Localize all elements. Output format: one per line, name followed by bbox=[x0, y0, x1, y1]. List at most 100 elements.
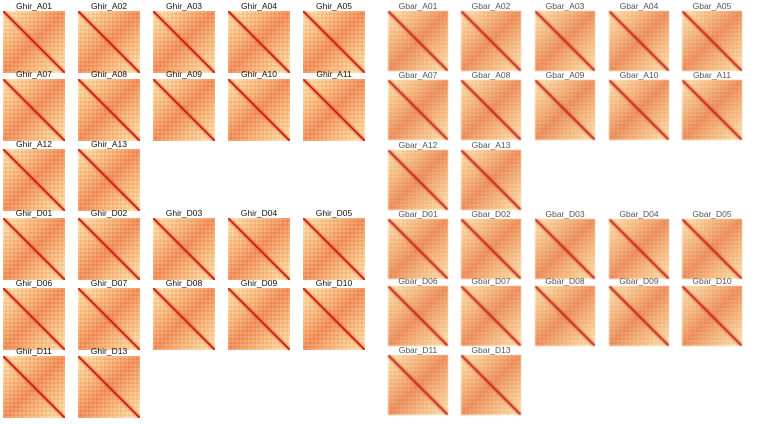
panel-label: Ghir_A10 bbox=[241, 69, 277, 79]
heatmap-panel: Ghir_A12 bbox=[3, 139, 65, 211]
panel-label: Ghir_A08 bbox=[91, 69, 127, 79]
contact-heatmap bbox=[388, 219, 448, 279]
heatmap-panel: Gbar_A04 bbox=[609, 1, 669, 71]
panel-label: Ghir_D03 bbox=[165, 208, 203, 218]
contact-heatmap bbox=[609, 286, 669, 346]
heatmap-panel: Ghir_D09 bbox=[228, 278, 290, 350]
heatmap-panel: Gbar_D07 bbox=[461, 276, 521, 346]
panel-label: Gbar_A11 bbox=[692, 70, 732, 80]
panel-label: Gbar_A08 bbox=[471, 70, 511, 80]
heatmap-panel: Gbar_D11 bbox=[388, 345, 448, 415]
panel-label: Ghir_D06 bbox=[15, 278, 53, 288]
heatmap-panel: Gbar_D05 bbox=[682, 209, 742, 279]
heatmap-panel: Gbar_D02 bbox=[461, 209, 521, 279]
contact-heatmap bbox=[461, 80, 521, 140]
contact-heatmap bbox=[388, 150, 448, 210]
heatmap-panel: Gbar_D01 bbox=[388, 209, 448, 279]
contact-heatmap bbox=[682, 219, 742, 279]
contact-heatmap bbox=[461, 150, 521, 210]
contact-heatmap bbox=[303, 11, 365, 73]
panel-label: Gbar_D03 bbox=[545, 209, 585, 219]
panel-label: Gbar_A02 bbox=[471, 1, 511, 11]
contact-heatmap bbox=[535, 286, 595, 346]
panel-label: Ghir_D07 bbox=[90, 278, 128, 288]
panel-label: Ghir_D02 bbox=[90, 208, 128, 218]
panel-label: Gbar_A05 bbox=[692, 1, 732, 11]
contact-heatmap bbox=[3, 288, 65, 350]
panel-label: Ghir_A01 bbox=[16, 1, 52, 11]
contact-heatmap bbox=[609, 219, 669, 279]
panel-label: Gbar_A10 bbox=[619, 70, 659, 80]
heatmap-panel: Gbar_A02 bbox=[461, 1, 521, 71]
panel-label: Ghir_A13 bbox=[91, 139, 127, 149]
heatmap-panel: Ghir_A01 bbox=[3, 1, 65, 73]
contact-heatmap bbox=[78, 149, 140, 211]
panel-label: Gbar_D06 bbox=[398, 276, 438, 286]
panel-label: Ghir_A03 bbox=[166, 1, 202, 11]
heatmap-panel: Gbar_A12 bbox=[388, 140, 448, 210]
panel-label: Gbar_D04 bbox=[619, 209, 659, 219]
heatmap-panel: Ghir_A07 bbox=[3, 69, 65, 141]
heatmap-panel: Gbar_D03 bbox=[535, 209, 595, 279]
panel-label: Gbar_D05 bbox=[692, 209, 732, 219]
panel-label: Ghir_A07 bbox=[16, 69, 52, 79]
heatmap-panel: Ghir_D04 bbox=[228, 208, 290, 280]
panel-label: Gbar_D11 bbox=[398, 345, 438, 355]
contact-heatmap bbox=[461, 11, 521, 71]
panel-label: Gbar_D13 bbox=[471, 345, 511, 355]
panel-label: Ghir_A12 bbox=[16, 139, 52, 149]
heatmap-panel: Ghir_D02 bbox=[78, 208, 140, 280]
panel-label: Ghir_A11 bbox=[316, 69, 352, 79]
heatmap-panel: Gbar_A11 bbox=[682, 70, 742, 140]
contact-heatmap bbox=[78, 288, 140, 350]
contact-heatmap bbox=[609, 80, 669, 140]
panel-label: Ghir_A05 bbox=[316, 1, 352, 11]
heatmap-panel: Gbar_A08 bbox=[461, 70, 521, 140]
heatmap-panel: Gbar_D04 bbox=[609, 209, 669, 279]
contact-heatmap bbox=[153, 79, 215, 141]
panel-label: Gbar_D08 bbox=[545, 276, 585, 286]
panel-label: Ghir_D10 bbox=[315, 278, 353, 288]
heatmap-panel: Ghir_A13 bbox=[78, 139, 140, 211]
heatmap-panel: Gbar_D08 bbox=[535, 276, 595, 346]
heatmap-panel: Ghir_A05 bbox=[303, 1, 365, 73]
contact-heatmap bbox=[303, 79, 365, 141]
panel-label: Gbar_A01 bbox=[398, 1, 438, 11]
panel-label: Ghir_D11 bbox=[16, 346, 52, 356]
heatmap-panel: Ghir_A11 bbox=[303, 69, 365, 141]
heatmap-panel: Gbar_A01 bbox=[388, 1, 448, 71]
contact-heatmap bbox=[388, 286, 448, 346]
heatmap-panel: Gbar_A07 bbox=[388, 70, 448, 140]
panel-label: Ghir_A04 bbox=[241, 1, 277, 11]
heatmap-panel: Ghir_D05 bbox=[303, 208, 365, 280]
contact-heatmap bbox=[228, 11, 290, 73]
contact-heatmap bbox=[535, 11, 595, 71]
panel-label: Gbar_D02 bbox=[471, 209, 511, 219]
heatmap-panel: Ghir_A02 bbox=[78, 1, 140, 73]
panel-label: Gbar_A13 bbox=[471, 140, 511, 150]
panel-label: Gbar_A12 bbox=[398, 140, 438, 150]
heatmap-panel: Ghir_A04 bbox=[228, 1, 290, 73]
heatmap-panel: Ghir_D03 bbox=[153, 208, 215, 280]
heatmap-panel: Ghir_A03 bbox=[153, 1, 215, 73]
contact-heatmap bbox=[682, 80, 742, 140]
contact-heatmap bbox=[461, 219, 521, 279]
contact-heatmap bbox=[3, 79, 65, 141]
contact-heatmap bbox=[228, 79, 290, 141]
panel-label: Gbar_A07 bbox=[398, 70, 438, 80]
contact-heatmap bbox=[388, 11, 448, 71]
contact-heatmap bbox=[3, 218, 65, 280]
contact-heatmap bbox=[461, 286, 521, 346]
contact-heatmap bbox=[153, 288, 215, 350]
contact-heatmap bbox=[78, 356, 140, 418]
contact-heatmap bbox=[3, 11, 65, 73]
panel-label: Ghir_D05 bbox=[315, 208, 353, 218]
heatmap-panel: Gbar_A13 bbox=[461, 140, 521, 210]
contact-heatmap bbox=[3, 149, 65, 211]
contact-heatmap bbox=[535, 80, 595, 140]
panel-label: Ghir_A02 bbox=[91, 1, 127, 11]
panel-label: Ghir_D01 bbox=[15, 208, 53, 218]
panel-label: Ghir_D13 bbox=[90, 346, 128, 356]
panel-label: Ghir_D08 bbox=[165, 278, 203, 288]
panel-label: Gbar_A03 bbox=[545, 1, 585, 11]
